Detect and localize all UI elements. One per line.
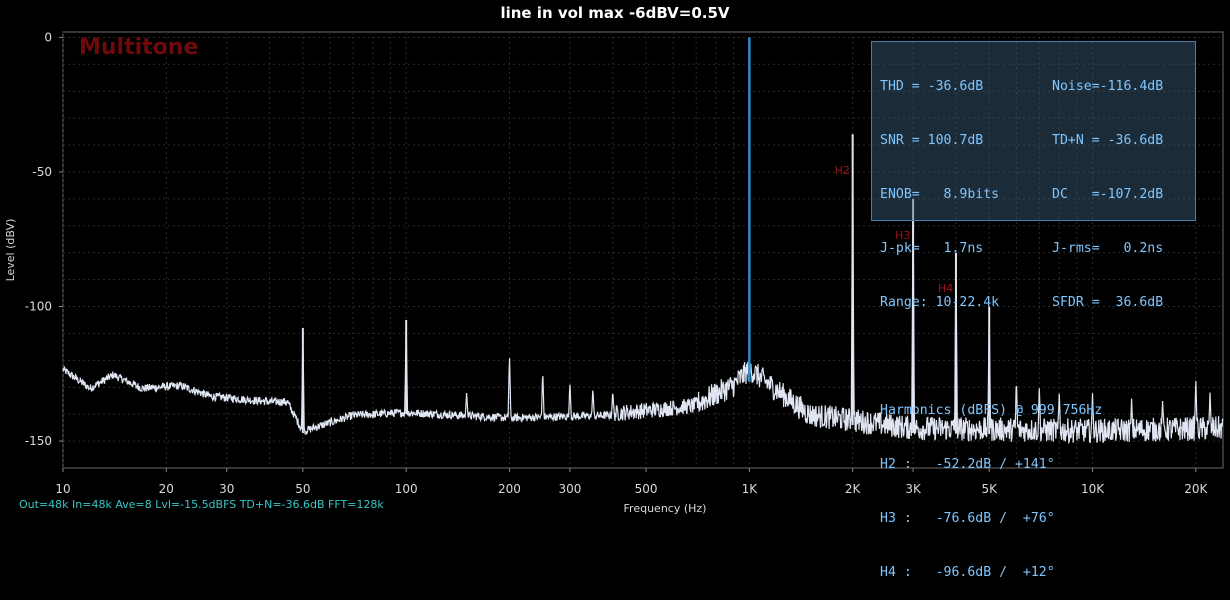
x-tick-label: 10	[55, 482, 70, 496]
x-tick-label: 300	[558, 482, 581, 496]
x-tick-label: 100	[395, 482, 418, 496]
y-tick-label: -50	[32, 165, 52, 179]
stat-enob: ENOB= 8.9bits	[880, 187, 1000, 202]
stat-tdn: TD+N = -36.6dB	[1052, 133, 1164, 148]
y-tick-label: -100	[25, 300, 52, 314]
harmonic-h2: H2 : -52.2dB / +141°	[880, 457, 1055, 472]
stats-row: J-pk= 1.7ns J-rms= 0.2ns	[880, 240, 1195, 258]
x-tick-label: 3K	[905, 482, 922, 496]
stat-dc: DC =-107.2dB	[1052, 187, 1164, 202]
y-axis-label: Level (dBV)	[4, 219, 17, 282]
stats-row: THD = -36.6dB Noise=-116.4dB	[880, 78, 1195, 96]
chart-title: line in vol max -6dBV=0.5V	[500, 4, 730, 22]
spectrum-chart: 10 20 30 50 100 200 300 500 1K 2K 3K 5K 10K 20K 0 -50 -1…	[4, 30, 1224, 515]
stat-snr: SNR = 100.7dB	[880, 133, 984, 148]
stat-jrms: J-rms= 0.2ns	[1052, 241, 1164, 256]
status-footer: Out=48k In=48k Ave=8 Lvl=-15.5dBFS TD+N=…	[19, 498, 384, 511]
stat-range: Range: 10-22.4k	[880, 295, 1000, 310]
harmonic-label-h2: H2	[834, 163, 850, 177]
stats-row: Range: 10-22.4k SFDR = 36.6dB	[880, 294, 1195, 312]
y-tick-label: -150	[25, 434, 52, 448]
harmonic-h4: H4 : -96.6dB / +12°	[880, 565, 1055, 580]
stat-thd: THD = -36.6dB	[880, 79, 984, 94]
plot-frame	[62, 31, 1224, 469]
x-tick-label: 30	[219, 482, 234, 496]
stats-row: SNR = 100.7dB TD+N = -36.6dB	[880, 132, 1195, 150]
harmonic-label-h3: H3	[895, 228, 911, 242]
harmonic-h3: H3 : -76.6dB / +76°	[880, 511, 1055, 526]
harmonic-label-h4: H4	[937, 282, 954, 296]
stat-sfdr: SFDR = 36.6dB	[1052, 295, 1164, 310]
x-tick-label: 2K	[845, 482, 862, 496]
harmonics-title: Harmonics (dBFS) @ 999.756Hz	[880, 403, 1103, 418]
x-axis-label: Frequency (Hz)	[624, 502, 707, 515]
spectrum-line	[62, 158, 1224, 445]
x-tick-label: 1K	[742, 482, 759, 496]
stat-noise: Noise=-116.4dB	[1052, 79, 1164, 94]
x-tick-label: 20K	[1184, 482, 1208, 496]
stat-jpk: J-pk= 1.7ns	[880, 241, 984, 256]
x-tick-label: 50	[295, 482, 310, 496]
stats-panel: THD = -36.6dB Noise=-116.4dB SNR = 100.7d…	[871, 41, 1196, 580]
x-tick-label: 500	[635, 482, 658, 496]
x-tick-label: 5K	[981, 482, 998, 496]
x-tick-label: 200	[498, 482, 521, 496]
x-tick-label: 10K	[1081, 482, 1105, 496]
y-tick-label: 0	[44, 30, 52, 44]
stats-row: ENOB= 8.9bits DC =-107.2dB	[880, 186, 1195, 204]
x-tick-label: 20	[159, 482, 174, 496]
multitone-watermark: Multitone	[79, 35, 199, 60]
